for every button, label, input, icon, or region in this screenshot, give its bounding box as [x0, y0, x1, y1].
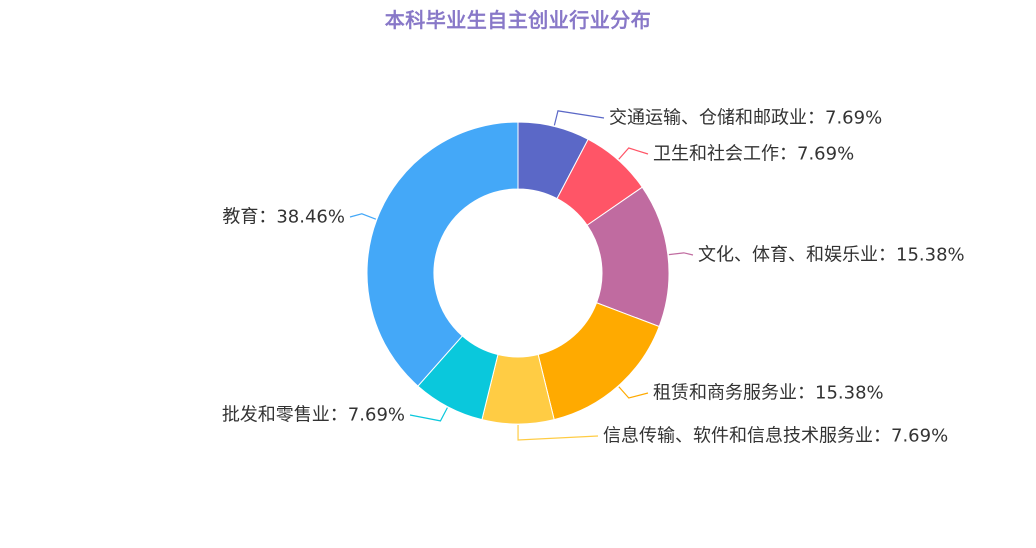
slice-label: 租赁和商务服务业：15.38% [653, 383, 884, 404]
label-leader-line [618, 147, 649, 160]
label-leader-line [409, 407, 448, 422]
pie-slice[interactable] [537, 302, 660, 421]
label-leader-line [349, 213, 377, 220]
slice-label: 信息传输、软件和信息技术服务业：7.69% [603, 426, 948, 447]
chart-title: 本科毕业生自主创业行业分布 [384, 8, 652, 32]
pie-slice[interactable] [366, 121, 519, 387]
label-leader-line [553, 110, 605, 126]
slice-label: 教育：38.46% [222, 207, 345, 228]
label-leader-line [517, 424, 599, 441]
slice-label: 卫生和社会工作：7.69% [653, 144, 854, 165]
slice-label: 交通运输、仓储和邮政业：7.69% [609, 108, 882, 129]
label-leader-line [668, 252, 694, 256]
slice-label: 文化、体育、和娱乐业：15.38% [698, 245, 965, 266]
slice-label: 批发和零售业：7.69% [222, 405, 405, 426]
label-leader-line [618, 386, 649, 399]
